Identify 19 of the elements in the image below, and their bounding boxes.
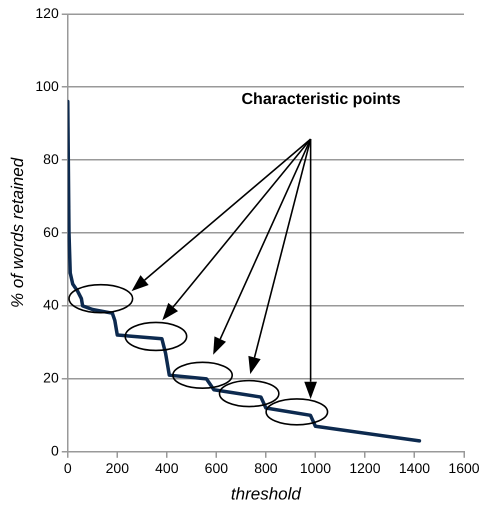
x-tick-label: 800 [254,460,278,476]
x-tick-label: 200 [106,460,130,476]
y-tick-label: 0 [50,442,59,459]
y-tick-label: 100 [35,78,59,94]
x-axis-title: threshold [230,484,302,504]
y-tick-label: 60 [43,224,59,240]
y-tick-label: 80 [43,150,59,167]
x-tick-label: 1000 [300,460,332,476]
x-tick-label: 0 [64,460,72,476]
y-tick-label: 20 [43,370,59,386]
x-tick-label: 400 [155,460,179,476]
y-axis-title: % of words retained [8,157,27,308]
x-tick-label: 1200 [349,460,381,476]
y-tick-label: 120 [35,4,59,21]
annotation: Characteristic points [242,90,401,109]
x-tick-label: 600 [204,460,228,476]
x-tick-label: 1400 [398,460,430,476]
x-tick-label: 1600 [448,460,480,476]
y-tick-label: 40 [43,296,59,313]
